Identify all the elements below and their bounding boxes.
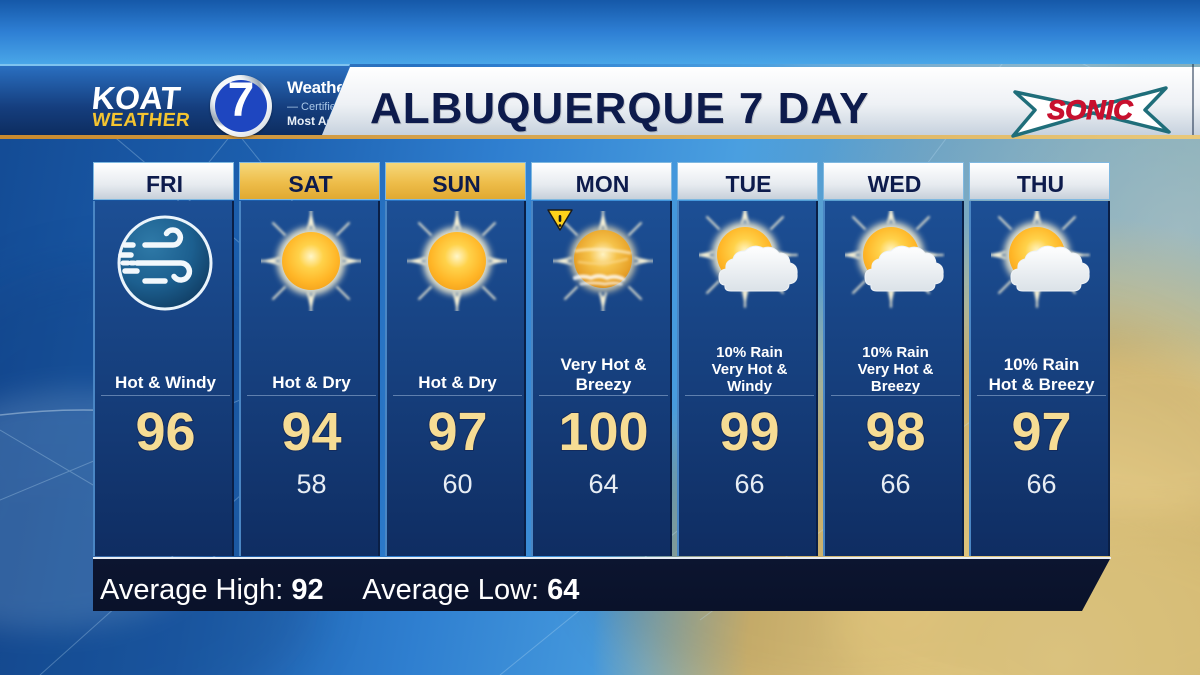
svg-text:SONIC: SONIC: [1047, 95, 1133, 125]
